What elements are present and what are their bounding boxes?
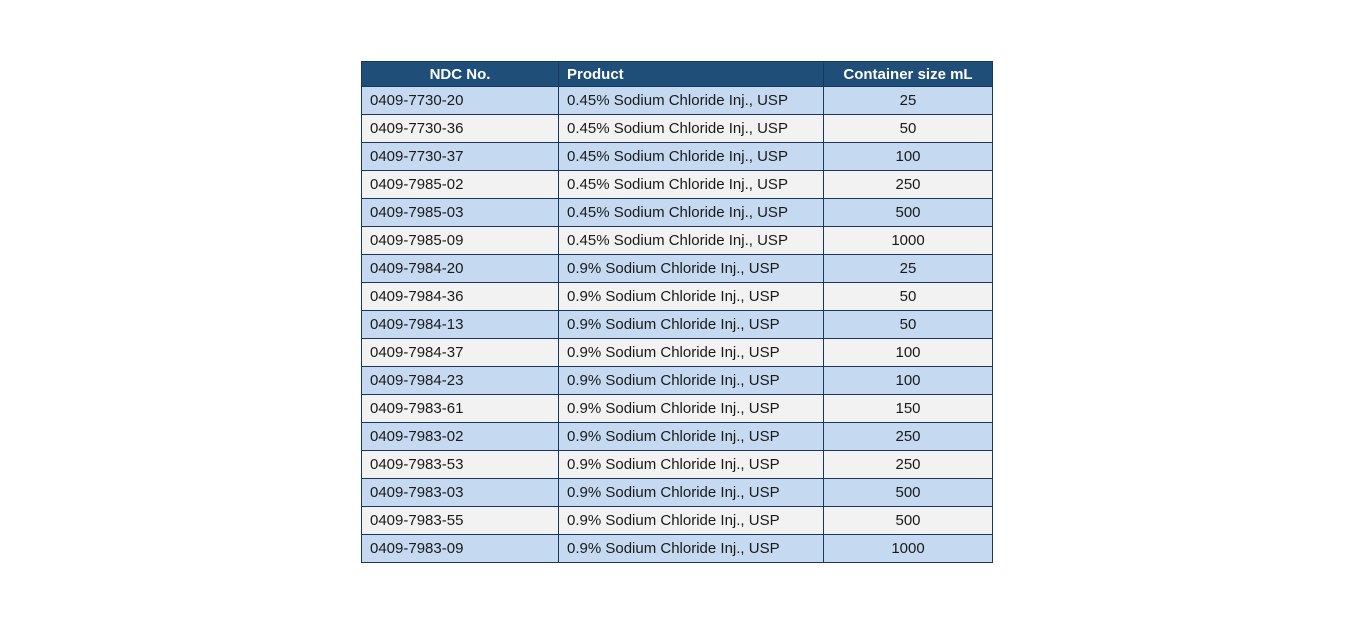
cell-product: 0.9% Sodium Chloride Inj., USP [558, 282, 824, 311]
header-row: NDC No. Product Container size mL [361, 61, 993, 87]
table-row: 0409-7730-20 0.45% Sodium Chloride Inj., … [361, 86, 993, 115]
cell-product: 0.9% Sodium Chloride Inj., USP [558, 310, 824, 339]
cell-container-size: 100 [823, 142, 993, 171]
cell-ndc-no: 0409-7730-20 [361, 86, 559, 115]
cell-container-size: 500 [823, 506, 993, 535]
cell-ndc-no: 0409-7983-55 [361, 506, 559, 535]
cell-ndc-no: 0409-7984-20 [361, 254, 559, 283]
cell-ndc-no: 0409-7983-02 [361, 422, 559, 451]
table-row: 0409-7983-02 0.9% Sodium Chloride Inj., U… [361, 422, 993, 451]
cell-product: 0.9% Sodium Chloride Inj., USP [558, 254, 824, 283]
table-row: 0409-7730-37 0.45% Sodium Chloride Inj., … [361, 142, 993, 171]
cell-ndc-no: 0409-7730-37 [361, 142, 559, 171]
cell-product: 0.9% Sodium Chloride Inj., USP [558, 534, 824, 563]
cell-ndc-no: 0409-7730-36 [361, 114, 559, 143]
cell-ndc-no: 0409-7984-23 [361, 366, 559, 395]
table-row: 0409-7984-13 0.9% Sodium Chloride Inj., U… [361, 310, 993, 339]
table-row: 0409-7983-09 0.9% Sodium Chloride Inj., U… [361, 534, 993, 563]
table-row: 0409-7984-23 0.9% Sodium Chloride Inj., U… [361, 366, 993, 395]
table-row: 0409-7730-36 0.45% Sodium Chloride Inj., … [361, 114, 993, 143]
cell-product: 0.9% Sodium Chloride Inj., USP [558, 478, 824, 507]
cell-product: 0.9% Sodium Chloride Inj., USP [558, 422, 824, 451]
cell-ndc-no: 0409-7983-61 [361, 394, 559, 423]
cell-product: 0.45% Sodium Chloride Inj., USP [558, 170, 824, 199]
cell-product: 0.9% Sodium Chloride Inj., USP [558, 394, 824, 423]
table-row: 0409-7984-20 0.9% Sodium Chloride Inj., U… [361, 254, 993, 283]
cell-product: 0.45% Sodium Chloride Inj., USP [558, 226, 824, 255]
column-header-ndc-no: NDC No. [361, 61, 559, 87]
table-row: 0409-7983-03 0.9% Sodium Chloride Inj., U… [361, 478, 993, 507]
cell-ndc-no: 0409-7983-03 [361, 478, 559, 507]
cell-product: 0.9% Sodium Chloride Inj., USP [558, 450, 824, 479]
cell-container-size: 250 [823, 170, 993, 199]
cell-ndc-no: 0409-7984-37 [361, 338, 559, 367]
table-row: 0409-7985-03 0.45% Sodium Chloride Inj., … [361, 198, 993, 227]
cell-ndc-no: 0409-7985-09 [361, 226, 559, 255]
cell-product: 0.9% Sodium Chloride Inj., USP [558, 506, 824, 535]
cell-container-size: 50 [823, 282, 993, 311]
cell-container-size: 1000 [823, 534, 993, 563]
cell-product: 0.9% Sodium Chloride Inj., USP [558, 366, 824, 395]
table-row: 0409-7985-02 0.45% Sodium Chloride Inj., … [361, 170, 993, 199]
cell-ndc-no: 0409-7983-09 [361, 534, 559, 563]
cell-container-size: 100 [823, 366, 993, 395]
cell-container-size: 150 [823, 394, 993, 423]
cell-container-size: 50 [823, 310, 993, 339]
cell-container-size: 500 [823, 198, 993, 227]
table-row: 0409-7983-53 0.9% Sodium Chloride Inj., U… [361, 450, 993, 479]
cell-container-size: 25 [823, 254, 993, 283]
column-header-product: Product [558, 61, 824, 87]
column-header-container-size: Container size mL [823, 61, 993, 87]
cell-ndc-no: 0409-7985-02 [361, 170, 559, 199]
table-body: 0409-7730-20 0.45% Sodium Chloride Inj., … [361, 86, 993, 563]
table-row: 0409-7983-55 0.9% Sodium Chloride Inj., U… [361, 506, 993, 535]
cell-container-size: 250 [823, 450, 993, 479]
ndc-product-table: NDC No. Product Container size mL 0409-7… [361, 61, 993, 563]
cell-ndc-no: 0409-7984-36 [361, 282, 559, 311]
table-header: NDC No. Product Container size mL [361, 61, 993, 87]
cell-container-size: 50 [823, 114, 993, 143]
cell-product: 0.45% Sodium Chloride Inj., USP [558, 86, 824, 115]
cell-container-size: 1000 [823, 226, 993, 255]
table-row: 0409-7984-37 0.9% Sodium Chloride Inj., U… [361, 338, 993, 367]
table-row: 0409-7984-36 0.9% Sodium Chloride Inj., U… [361, 282, 993, 311]
table-row: 0409-7985-09 0.45% Sodium Chloride Inj., … [361, 226, 993, 255]
cell-container-size: 500 [823, 478, 993, 507]
cell-ndc-no: 0409-7983-53 [361, 450, 559, 479]
cell-product: 0.45% Sodium Chloride Inj., USP [558, 198, 824, 227]
cell-product: 0.9% Sodium Chloride Inj., USP [558, 338, 824, 367]
cell-product: 0.45% Sodium Chloride Inj., USP [558, 114, 824, 143]
cell-ndc-no: 0409-7984-13 [361, 310, 559, 339]
cell-product: 0.45% Sodium Chloride Inj., USP [558, 142, 824, 171]
cell-container-size: 25 [823, 86, 993, 115]
cell-ndc-no: 0409-7985-03 [361, 198, 559, 227]
cell-container-size: 100 [823, 338, 993, 367]
cell-container-size: 250 [823, 422, 993, 451]
table-row: 0409-7983-61 0.9% Sodium Chloride Inj., U… [361, 394, 993, 423]
